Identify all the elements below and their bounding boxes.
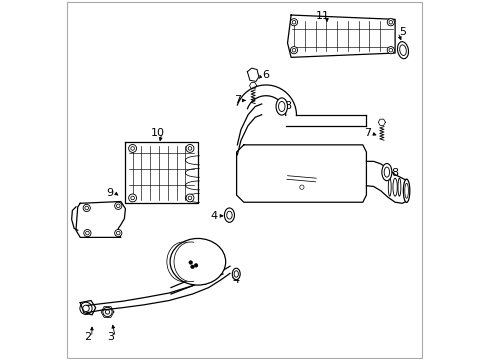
Ellipse shape: [392, 178, 396, 196]
Circle shape: [131, 196, 134, 200]
Ellipse shape: [224, 208, 234, 222]
Text: 8: 8: [284, 102, 290, 112]
Ellipse shape: [381, 163, 391, 181]
Text: 9: 9: [106, 188, 113, 198]
Circle shape: [292, 48, 295, 52]
Ellipse shape: [234, 271, 238, 277]
Text: 6: 6: [262, 70, 269, 80]
Text: 11: 11: [315, 11, 329, 21]
Text: 4: 4: [210, 211, 217, 221]
Circle shape: [188, 147, 191, 150]
Text: 8: 8: [391, 168, 398, 178]
Polygon shape: [236, 145, 366, 202]
Ellipse shape: [397, 178, 400, 196]
Text: 1: 1: [200, 277, 206, 287]
Circle shape: [388, 21, 392, 24]
Text: 10: 10: [150, 128, 164, 138]
Circle shape: [185, 194, 194, 202]
Polygon shape: [125, 142, 198, 203]
Ellipse shape: [170, 238, 225, 285]
Circle shape: [115, 229, 122, 237]
Ellipse shape: [404, 183, 407, 198]
Circle shape: [188, 196, 191, 200]
Polygon shape: [72, 207, 78, 230]
Polygon shape: [80, 301, 96, 315]
Circle shape: [80, 302, 92, 315]
Ellipse shape: [232, 268, 240, 280]
Circle shape: [386, 46, 394, 54]
Text: 7: 7: [363, 129, 370, 138]
Circle shape: [185, 144, 194, 152]
Circle shape: [85, 231, 89, 235]
Text: 4: 4: [232, 275, 239, 285]
Circle shape: [292, 21, 295, 24]
Circle shape: [83, 229, 91, 237]
Ellipse shape: [384, 167, 389, 177]
Ellipse shape: [387, 178, 390, 196]
Circle shape: [388, 48, 392, 52]
Ellipse shape: [278, 102, 285, 112]
Text: 5: 5: [398, 27, 405, 37]
Polygon shape: [287, 15, 394, 57]
Circle shape: [290, 46, 297, 54]
Ellipse shape: [399, 45, 406, 55]
Circle shape: [188, 261, 192, 264]
Text: 2: 2: [84, 332, 91, 342]
Circle shape: [102, 307, 112, 317]
Ellipse shape: [226, 211, 232, 219]
Circle shape: [386, 19, 394, 26]
Circle shape: [299, 185, 304, 189]
Ellipse shape: [397, 42, 407, 59]
Circle shape: [128, 144, 136, 152]
Ellipse shape: [276, 98, 287, 115]
Circle shape: [83, 204, 90, 212]
Circle shape: [194, 264, 198, 267]
Circle shape: [116, 204, 120, 208]
Circle shape: [190, 265, 194, 269]
Circle shape: [128, 194, 136, 202]
Circle shape: [131, 147, 134, 150]
Text: 7: 7: [233, 95, 241, 105]
Circle shape: [290, 19, 297, 26]
Text: 3: 3: [107, 332, 114, 342]
Circle shape: [82, 305, 89, 312]
Circle shape: [85, 206, 88, 210]
Polygon shape: [247, 68, 258, 81]
Polygon shape: [76, 202, 125, 237]
Circle shape: [115, 202, 122, 210]
Circle shape: [105, 310, 109, 314]
Ellipse shape: [403, 179, 409, 202]
Circle shape: [116, 231, 120, 235]
